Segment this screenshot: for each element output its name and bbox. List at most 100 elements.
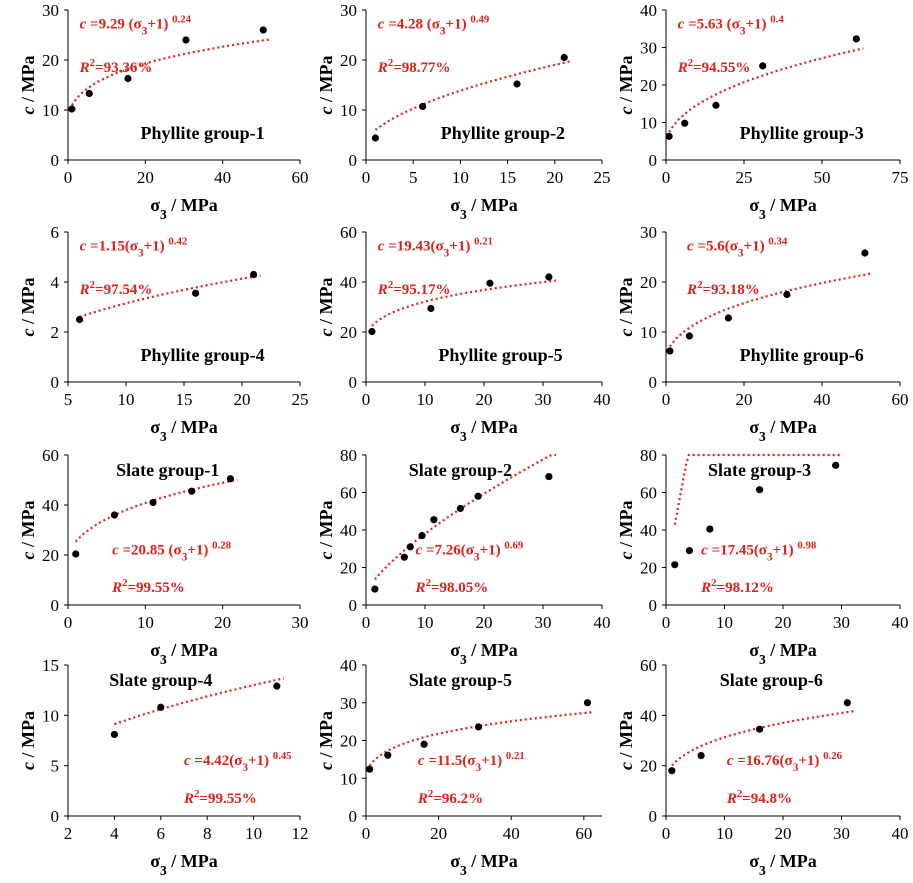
y-axis-title: c / MPa [616, 501, 636, 560]
y-tick-label: 40 [640, 706, 657, 725]
panel-3: 0 25 50 75 0 10 20 30 40 σ3 / MPa c / MPa Phyllite … [616, 1, 909, 222]
group-title: Slate group-6 [720, 670, 823, 690]
x-tick-label: 30 [292, 613, 309, 632]
fit-equation: c =5.63 (σ3+1) 0.4 [678, 14, 785, 38]
x-axis-title: σ3 / MPa [150, 195, 218, 222]
group-title: Phyllite group-4 [140, 345, 264, 365]
y-tick-label: 10 [340, 101, 357, 120]
y-tick-label: 40 [340, 521, 357, 540]
y-tick-label: 30 [640, 39, 657, 58]
panel-6: 0 20 40 60 0 10 20 30 σ3 / MPa c / MPa Phyllite gr… [616, 223, 909, 444]
x-tick-label: 0 [64, 168, 73, 187]
panel-2: 0 5 10 15 20 25 0 10 20 30 σ3 / MPa c / MPa Phyllite… [316, 1, 611, 222]
fit-curve [114, 677, 285, 726]
r-squared: R2=98.12% [700, 577, 774, 596]
fit-curve [669, 272, 873, 348]
y-tick-label: 4 [51, 273, 60, 292]
fit-equation: c =11.5(σ3+1) 0.21 [418, 750, 525, 774]
y-tick-label: 60 [640, 484, 657, 503]
x-axis-title: σ3 / MPa [150, 851, 218, 878]
fit-equation: c =9.29 (σ3+1) 0.24 [80, 14, 192, 38]
x-tick-label: 0 [662, 824, 671, 843]
x-tick-label: 10 [417, 613, 434, 632]
y-tick-label: 0 [349, 151, 358, 170]
y-tick-label: 60 [340, 223, 357, 242]
x-tick-label: 4 [110, 824, 119, 843]
r-squared: R2=94.8% [726, 788, 792, 807]
x-tick-label: 40 [594, 613, 611, 632]
y-tick-label: 0 [649, 807, 658, 826]
data-point [188, 487, 196, 495]
r-squared: R2=93.18% [686, 279, 760, 298]
y-tick-label: 6 [51, 223, 60, 242]
data-point [368, 327, 376, 336]
y-tick-label: 60 [640, 656, 657, 675]
x-tick-label: 0 [64, 613, 73, 632]
x-tick-label: 20 [476, 390, 493, 409]
y-tick-label: 10 [340, 769, 357, 788]
x-tick-label: 40 [892, 824, 909, 843]
panel-10: 2 4 6 8 10 12 0 5 10 15 σ3 / MPa c / MPa Slate group… [18, 656, 309, 878]
y-axis-title: c / MPa [18, 711, 38, 770]
y-tick-label: 0 [51, 151, 60, 170]
fit-equation: c =20.85 (σ3+1) 0.28 [112, 540, 232, 564]
panel-4: 5 10 15 20 25 0 2 4 6 σ3 / MPa c / MPa Phyllite gro… [18, 223, 309, 444]
x-tick-label: 20 [775, 824, 792, 843]
x-tick-label: 60 [292, 168, 309, 187]
x-tick-label: 10 [118, 390, 135, 409]
data-point [273, 682, 281, 690]
panel-5: 0 10 20 30 40 0 20 40 60 σ3 / MPa c / MPa Phyllite … [316, 223, 611, 444]
y-tick-label: 0 [349, 807, 358, 826]
y-tick-label: 40 [340, 656, 357, 675]
fit-equation: c =4.42(σ3+1) 0.45 [184, 750, 292, 774]
x-axis-title: σ3 / MPa [450, 640, 518, 667]
data-point [68, 105, 76, 113]
y-tick-label: 60 [42, 446, 59, 465]
x-tick-label: 0 [662, 168, 671, 187]
data-point [250, 270, 258, 279]
data-point [366, 765, 374, 773]
group-title: Phyllite group-3 [740, 123, 864, 143]
y-tick-label: 30 [340, 694, 357, 713]
y-axis-title: c / MPa [616, 56, 636, 115]
x-tick-label: 10 [452, 168, 469, 187]
data-point [430, 516, 438, 524]
r-squared: R2=94.55% [677, 57, 751, 76]
data-point [724, 314, 733, 322]
x-axis-title: σ3 / MPa [749, 417, 817, 444]
x-tick-label: 10 [417, 390, 434, 409]
y-tick-label: 2 [51, 323, 60, 342]
y-tick-label: 20 [340, 51, 357, 70]
fit-curve [374, 60, 572, 131]
x-tick-label: 10 [137, 613, 154, 632]
group-title: Phyllite group-5 [438, 345, 562, 365]
group-title: Phyllite group-6 [740, 345, 864, 365]
y-axis-title: c / MPa [616, 278, 636, 337]
data-point [456, 504, 464, 513]
y-tick-label: 10 [42, 706, 59, 725]
fit-equation: c =1.15(σ3+1) 0.42 [80, 236, 188, 260]
y-axis-title: c / MPa [616, 711, 636, 770]
data-point [756, 725, 764, 733]
group-title: Phyllite group-1 [140, 123, 264, 143]
r-squared: R2=97.54% [79, 279, 153, 298]
x-tick-label: 20 [234, 390, 251, 409]
x-axis-title: σ3 / MPa [749, 851, 817, 878]
x-tick-label: 12 [292, 824, 309, 843]
y-tick-label: 0 [51, 807, 60, 826]
r-squared: R2=93.36% [79, 57, 153, 76]
y-tick-label: 10 [640, 114, 657, 133]
data-point [110, 511, 118, 519]
panel-7: 0 10 20 30 0 20 40 60 σ3 / MPa c / MPa Slate group… [18, 446, 309, 667]
panel-11: 0 20 40 60 0 10 20 30 40 σ3 / MPa c / MPa Slate gro… [316, 656, 602, 878]
x-tick-label: 40 [594, 390, 611, 409]
y-tick-label: 20 [340, 559, 357, 578]
y-axis-title: c / MPa [18, 501, 38, 560]
data-point [157, 703, 165, 711]
fit-curve [74, 478, 238, 543]
r-squared: R2=96.2% [417, 788, 483, 807]
x-tick-label: 75 [892, 168, 909, 187]
x-axis-title: σ3 / MPa [150, 417, 218, 444]
data-point [110, 730, 118, 739]
x-tick-label: 40 [214, 168, 231, 187]
